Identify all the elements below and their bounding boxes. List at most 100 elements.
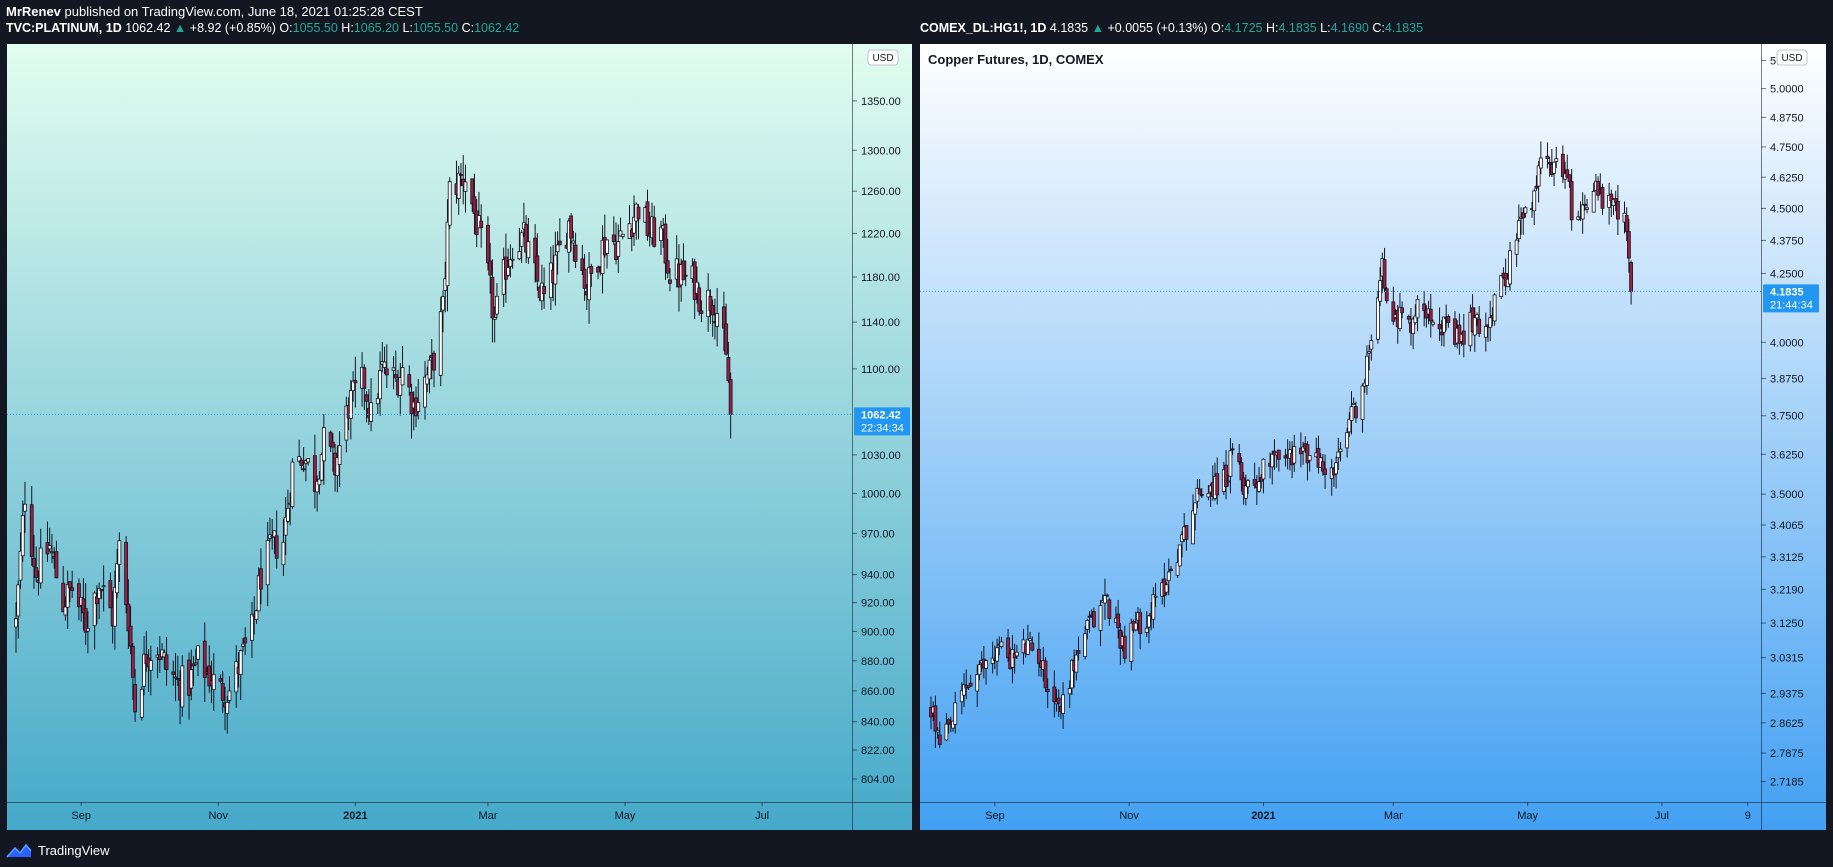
candle-up [1499, 275, 1504, 299]
candle-down [1030, 636, 1035, 652]
candle-up [1514, 233, 1519, 268]
candle-down [1036, 632, 1041, 677]
candle-down [1439, 319, 1444, 347]
price-axis[interactable]: 5.12505.00004.87504.75004.62504.50004.37… [1761, 56, 1804, 789]
high-value: 4.1835 [1278, 21, 1317, 35]
candle-up [995, 638, 999, 676]
candle-up [1153, 582, 1158, 608]
candle-up [319, 452, 324, 482]
candle-up [375, 393, 380, 414]
candle-up [1133, 611, 1138, 632]
candle-down [1239, 457, 1244, 492]
candle-up [1228, 437, 1233, 494]
candle-up [382, 346, 387, 375]
price-axis[interactable]: 1350.00 1300.00 1260.00 1220.00 1180.00 1140.… [852, 96, 901, 786]
candle-up [211, 653, 216, 711]
candle-up [1367, 345, 1372, 371]
price-tick-label: 3.4065 [1770, 520, 1804, 532]
candle-down [126, 579, 131, 649]
copper-chart-panel[interactable]: 5.12505.00004.87504.75004.62504.50004.37… [920, 44, 1826, 830]
candle-up [1166, 558, 1171, 596]
candle-down [1477, 305, 1482, 338]
candle-down [1534, 175, 1539, 191]
candle-up [1151, 587, 1156, 629]
candle-up [1554, 146, 1559, 169]
candle-down [1323, 454, 1327, 489]
symbol-label[interactable]: COMEX_DL:HG1!, 1D [920, 21, 1047, 35]
candle-up [225, 695, 230, 734]
candle-down [274, 510, 279, 569]
currency-button[interactable]: USD [867, 49, 899, 66]
chart-background [920, 44, 1826, 830]
time-tick-label: May [1517, 810, 1538, 822]
currency-label: USD [1781, 53, 1802, 64]
candle-down [652, 205, 657, 248]
candle-up [1431, 319, 1435, 327]
time-axis[interactable]: Sep Nov 2021 Mar May Jul 9 [985, 802, 1751, 822]
candle-down [29, 485, 34, 566]
candle-down [681, 243, 686, 281]
candle-up [1475, 312, 1479, 326]
candle-up [101, 565, 106, 612]
time-tick-label: Mar [478, 810, 497, 822]
candle-up [1164, 581, 1169, 596]
candle-down [70, 570, 75, 598]
candle-down [1043, 657, 1048, 692]
price-tick-label: 822.00 [861, 745, 895, 757]
candle-down [207, 645, 212, 693]
candle-up [1532, 188, 1537, 226]
candle-down [645, 189, 650, 241]
currency-button[interactable]: USD [1776, 49, 1808, 66]
price-tick-label: 1000.00 [861, 489, 901, 501]
candle-up [620, 233, 625, 240]
candle-up [1345, 427, 1350, 458]
candle-up [495, 282, 499, 319]
time-axis[interactable]: Sep Nov 2021 Mar May Jul [71, 802, 769, 822]
price-tick-label: 2.7185 [1770, 777, 1804, 789]
candles [14, 155, 733, 734]
tradingview-logo-icon[interactable] [6, 842, 32, 858]
candle-down [708, 289, 713, 325]
candle-down [663, 214, 668, 280]
candle-up [1360, 383, 1365, 433]
candle-down [1215, 457, 1220, 505]
candle-up [348, 380, 353, 440]
candle-down [1276, 449, 1281, 472]
candle-down [77, 578, 81, 621]
price-tick-label: 4.6250 [1770, 172, 1804, 184]
time-tick-label: Sep [985, 810, 1005, 822]
copper-chart[interactable]: 5.12505.00004.87504.75004.62504.50004.37… [920, 44, 1826, 830]
candle-up [227, 676, 232, 704]
brand-name[interactable]: TradingView [38, 842, 110, 858]
low-value: 4.1690 [1330, 21, 1369, 35]
candle-up [519, 230, 524, 263]
candle-up [97, 582, 102, 620]
candle-down [636, 204, 641, 240]
candle-up [456, 166, 461, 215]
price-tick-label: 970.00 [861, 528, 895, 540]
candle-up [1336, 437, 1341, 470]
candle-down [34, 546, 39, 582]
time-tick-label: Sep [71, 810, 91, 822]
candle-up [445, 199, 450, 312]
candle-down [726, 341, 731, 383]
price-tick-label: 3.0315 [1770, 653, 1804, 665]
candle-down [569, 213, 573, 252]
candle-up [944, 713, 949, 742]
candle-down [218, 674, 223, 684]
candle-up [953, 691, 958, 734]
candle-up [38, 528, 43, 589]
candle-up [1398, 293, 1402, 332]
candle-down [68, 581, 72, 603]
symbol-label[interactable]: TVC:PLATINUM, 1D [6, 21, 122, 35]
candle-up [427, 355, 432, 394]
time-tick-label: Mar [1384, 810, 1403, 822]
author-name[interactable]: MrRenev [6, 4, 61, 19]
candle-down [1224, 450, 1228, 500]
price-tick-label: 2.9375 [1770, 688, 1804, 700]
platinum-chart[interactable]: 1350.00 1300.00 1260.00 1220.00 1180.00 1140.… [7, 44, 912, 830]
platinum-chart-panel[interactable]: 1350.00 1300.00 1260.00 1220.00 1180.00 1140.… [7, 44, 912, 830]
candle-up [935, 727, 940, 739]
